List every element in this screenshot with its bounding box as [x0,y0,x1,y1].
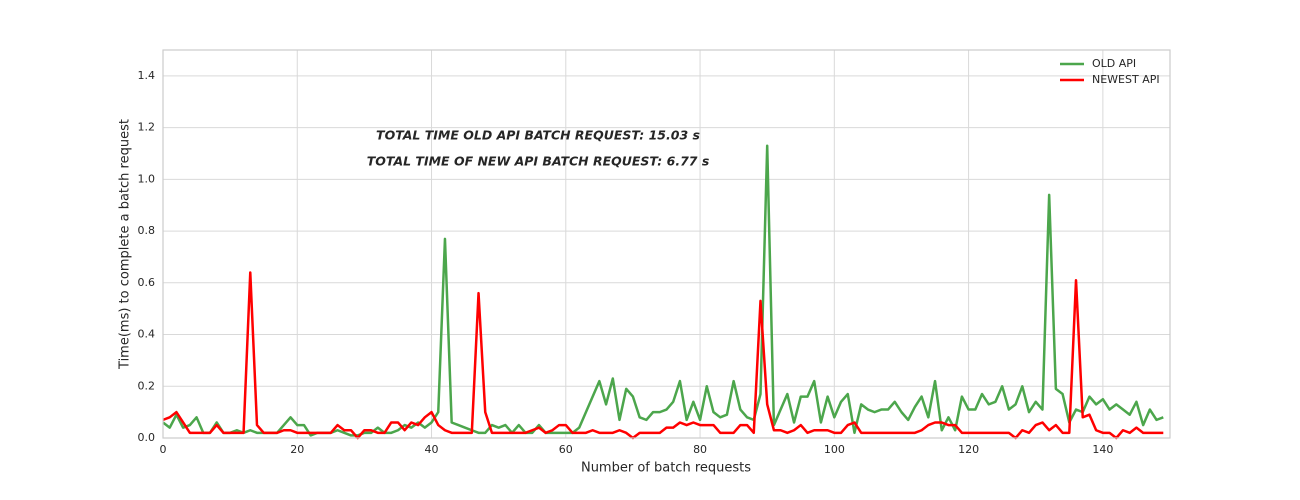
y-tick-label: 1.0 [138,172,156,185]
x-tick-label: 20 [290,443,304,456]
x-tick-label: 140 [1092,443,1113,456]
series-line [162,271,1164,440]
y-axis-label: Time(ms) to complete a batch request [118,119,133,370]
y-tick-label: 0.2 [138,379,156,392]
legend: OLD API NEWEST API [1060,57,1160,86]
annotation: TOTAL TIME OLD API BATCH REQUEST: 15.03 … [376,128,700,143]
legend-label: OLD API [1092,57,1136,70]
y-tick-label: 0.8 [138,224,156,237]
plot-frame [162,49,1171,439]
x-tick-label: 0 [160,443,167,456]
x-tick-label: 40 [425,443,439,456]
lines [162,144,1164,440]
y-tick-label: 0.4 [138,328,156,341]
x-tick-label: 120 [958,443,979,456]
labels: 0 20 40 60 80 100 120 140 0.0 0.2 0.4 0.6 0.8 1.0 1.2 1… [138,69,1114,456]
x-tick-label: 100 [824,443,845,456]
y-tick-label: 1.2 [138,121,156,134]
y-tick-label: 1.4 [138,69,156,82]
y-tick-label: 0.0 [138,431,156,444]
y-tick-label: 0.6 [138,276,156,289]
annotation: TOTAL TIME OF NEW API BATCH REQUEST: 6.7… [367,154,710,169]
legend-label: NEWEST API [1092,73,1160,86]
x-tick-label: 80 [693,443,707,456]
x-axis-label: Number of batch requests [581,461,751,476]
x-tick-label: 60 [559,443,573,456]
